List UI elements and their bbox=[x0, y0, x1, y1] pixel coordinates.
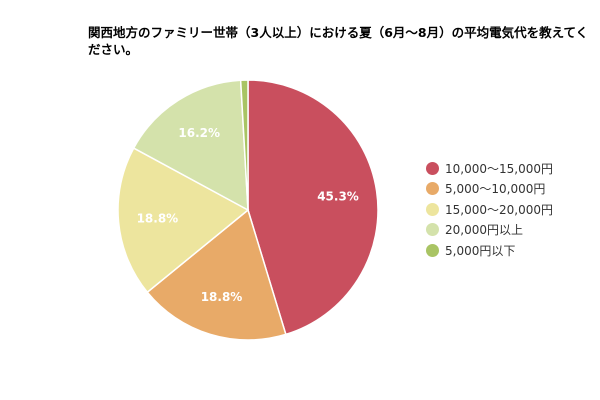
pie-slice[interactable] bbox=[117, 147, 250, 294]
data-label: 16.2% bbox=[178, 126, 220, 140]
pie-slice[interactable] bbox=[247, 79, 379, 336]
data-label: 18.8% bbox=[201, 290, 243, 304]
legend-label: 10,000～15,000円 bbox=[445, 161, 553, 176]
data-label: 45.3% bbox=[317, 190, 359, 204]
legend: 10,000～15,000円 5,000～10,000円 15,000～20,000… bbox=[426, 158, 553, 261]
legend-item[interactable]: 15,000～20,000円 bbox=[426, 199, 553, 220]
legend-marker bbox=[426, 202, 439, 216]
legend-item[interactable]: 5,000～10,000円 bbox=[426, 179, 553, 200]
legend-label: 5,000円以下 bbox=[445, 243, 516, 258]
chart-title: 関西地方のファミリー世帯（3人以上）における夏（6月～8月）の平均電気代を教えて… bbox=[88, 25, 589, 57]
legend-marker bbox=[426, 161, 439, 175]
legend-label: 5,000～10,000円 bbox=[445, 182, 546, 197]
legend-label: 20,000円以上 bbox=[445, 223, 523, 238]
pie-slice[interactable] bbox=[132, 79, 249, 212]
legend-marker bbox=[426, 182, 439, 196]
pie-slice[interactable] bbox=[146, 208, 287, 341]
legend-item[interactable]: 10,000～15,000円 bbox=[426, 158, 553, 179]
legend-item[interactable]: 5,000円以下 bbox=[426, 240, 553, 261]
legend-item[interactable]: 20,000円以上 bbox=[426, 220, 553, 241]
legend-label: 15,000～20,000円 bbox=[445, 202, 553, 217]
pie-slice[interactable] bbox=[239, 79, 249, 211]
legend-marker bbox=[426, 223, 439, 237]
data-label: 18.8% bbox=[137, 212, 179, 226]
legend-marker bbox=[426, 243, 439, 257]
